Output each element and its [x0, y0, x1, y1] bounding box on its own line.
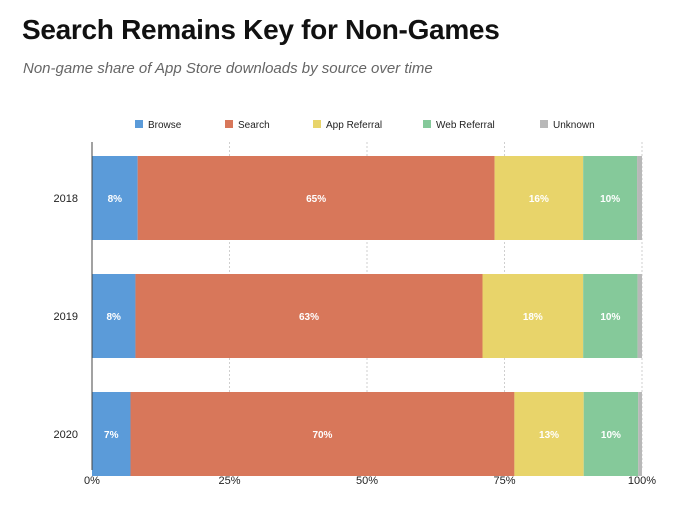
legend-label: Browse	[148, 120, 182, 131]
legend-swatch	[423, 120, 431, 128]
bar-segment	[92, 392, 131, 476]
x-tick-label: 100%	[628, 475, 656, 487]
data-label: 13%	[539, 430, 559, 441]
legend-swatch	[225, 120, 233, 128]
bar-segment	[92, 156, 138, 240]
bar-segment	[482, 274, 584, 358]
legend-label: Web Referral	[436, 120, 495, 131]
bar-segment	[135, 274, 483, 358]
bar-segment	[583, 156, 638, 240]
x-tick-label: 25%	[218, 475, 240, 487]
data-label: 10%	[600, 194, 620, 205]
chart-title: Search Remains Key for Non-Games	[22, 14, 500, 45]
data-label: 8%	[108, 194, 123, 205]
data-label: 10%	[601, 430, 621, 441]
data-label: 10%	[600, 312, 620, 323]
legend-label: Search	[238, 120, 270, 131]
data-label: 18%	[523, 312, 543, 323]
data-label: 65%	[306, 194, 326, 205]
bar-segment	[514, 392, 584, 476]
x-tick-label: 0%	[84, 475, 100, 487]
bar-segment	[130, 392, 515, 476]
y-tick-label: 2020	[54, 429, 78, 441]
y-tick-label: 2018	[54, 193, 78, 205]
bars: 8% 65% 16% 10% 8% 63% 18% 10% 7% 70% 13% 10%	[92, 156, 642, 476]
legend-swatch	[313, 120, 321, 128]
legend-label: Unknown	[553, 120, 595, 131]
bar-segment	[583, 392, 639, 476]
legend: Browse Search App Referral Web Referral Unkn…	[135, 120, 595, 131]
x-tick-label: 50%	[356, 475, 378, 487]
legend-label: App Referral	[326, 120, 382, 131]
chart-subtitle: Non-game share of App Store downloads by…	[23, 60, 433, 77]
bar-segment	[137, 156, 495, 240]
legend-swatch	[135, 120, 143, 128]
x-tick-label: 75%	[493, 475, 515, 487]
bar-segment	[494, 156, 584, 240]
y-tick-label: 2019	[54, 311, 78, 323]
bar-segment	[637, 274, 642, 358]
bar-segment	[92, 274, 136, 358]
bar-segment	[583, 274, 638, 358]
data-label: 16%	[529, 194, 549, 205]
data-label: 8%	[106, 312, 121, 323]
legend-swatch	[540, 120, 548, 128]
data-label: 70%	[312, 430, 332, 441]
data-label: 7%	[104, 430, 119, 441]
data-label: 63%	[299, 312, 319, 323]
bar-segment	[637, 156, 642, 240]
axes: 0% 25% 50% 75% 100% 2018 2019 2020	[54, 142, 656, 487]
bar-segment	[638, 392, 642, 476]
